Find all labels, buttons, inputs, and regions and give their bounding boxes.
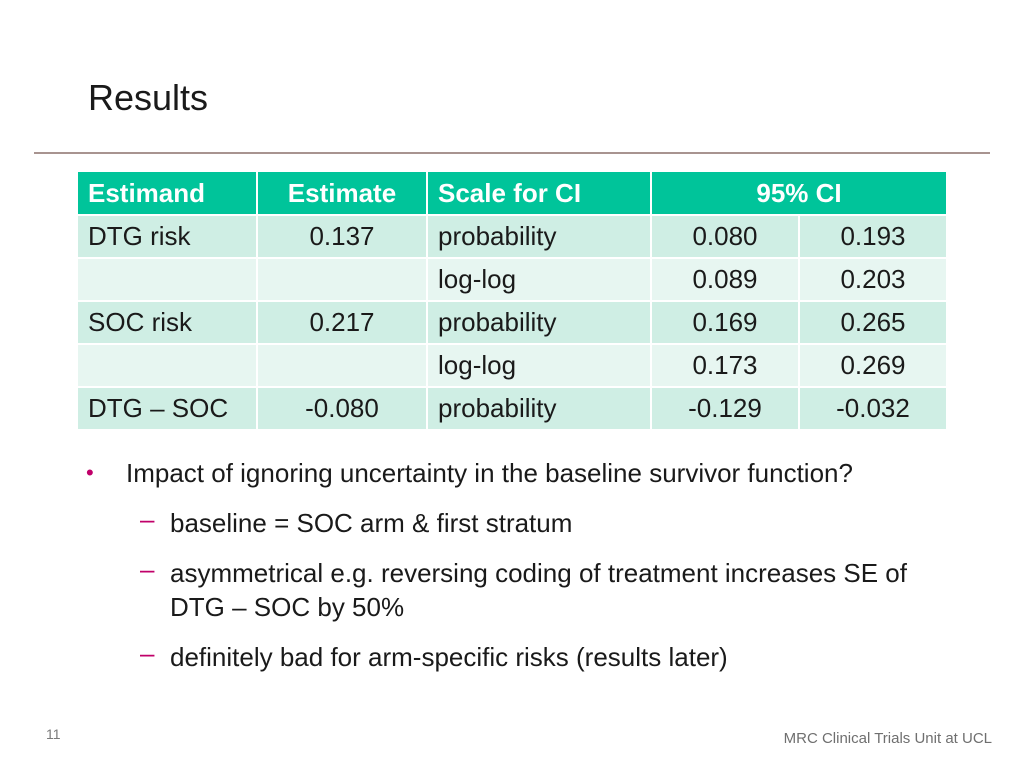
cell-estimate: 0.217	[256, 300, 428, 345]
cell-estimand: SOC risk	[76, 300, 258, 345]
page-title: Results	[88, 77, 209, 118]
bullet-dot-icon: •	[86, 460, 94, 485]
cell-estimate: 0.137	[256, 214, 428, 259]
cell-scale: probability	[426, 214, 652, 259]
cell-ci-lower: 0.173	[650, 343, 800, 388]
cell-estimate	[256, 343, 428, 388]
table-row: SOC risk 0.217 probability 0.169 0.265	[76, 300, 948, 345]
header-ci: 95% CI	[650, 170, 948, 216]
dash-icon: –	[140, 504, 155, 534]
footer-organization: MRC Clinical Trials Unit at UCL	[783, 730, 992, 747]
dash-icon: –	[140, 638, 155, 668]
cell-scale: log-log	[426, 257, 652, 302]
cell-scale: log-log	[426, 343, 652, 388]
cell-estimand: DTG – SOC	[76, 386, 258, 431]
table-row: DTG risk 0.137 probability 0.080 0.193	[76, 214, 948, 259]
cell-estimate: -0.080	[256, 386, 428, 431]
sub-bullet-text: asymmetrical e.g. reversing coding of tr…	[170, 558, 907, 622]
cell-scale: probability	[426, 300, 652, 345]
title-divider	[34, 152, 990, 154]
dash-icon: –	[140, 554, 155, 584]
cell-ci-upper: -0.032	[798, 386, 948, 431]
results-table: Estimand Estimate Scale for CI 95% CI DT…	[76, 170, 948, 431]
cell-ci-lower: -0.129	[650, 386, 800, 431]
table-row: DTG – SOC -0.080 probability -0.129 -0.0…	[76, 386, 948, 431]
cell-estimand	[76, 343, 258, 388]
cell-ci-lower: 0.089	[650, 257, 800, 302]
bullet-text: Impact of ignoring uncertainty in the ba…	[126, 458, 853, 488]
header-estimate: Estimate	[256, 170, 428, 216]
cell-ci-upper: 0.265	[798, 300, 948, 345]
page-number: 11	[46, 726, 61, 742]
sub-bullet-text: baseline = SOC arm & first stratum	[170, 508, 573, 538]
cell-estimand: DTG risk	[76, 214, 258, 259]
cell-ci-upper: 0.193	[798, 214, 948, 259]
table-header-row: Estimand Estimate Scale for CI 95% CI	[76, 170, 948, 216]
cell-estimate	[256, 257, 428, 302]
header-estimand: Estimand	[76, 170, 258, 216]
cell-ci-lower: 0.169	[650, 300, 800, 345]
cell-ci-upper: 0.269	[798, 343, 948, 388]
table-row: log-log 0.173 0.269	[76, 343, 948, 388]
cell-ci-lower: 0.080	[650, 214, 800, 259]
cell-scale: probability	[426, 386, 652, 431]
cell-ci-upper: 0.203	[798, 257, 948, 302]
header-scale: Scale for CI	[426, 170, 652, 216]
cell-estimand	[76, 257, 258, 302]
sub-bullet-text: definitely bad for arm-specific risks (r…	[170, 642, 728, 672]
table-row: log-log 0.089 0.203	[76, 257, 948, 302]
